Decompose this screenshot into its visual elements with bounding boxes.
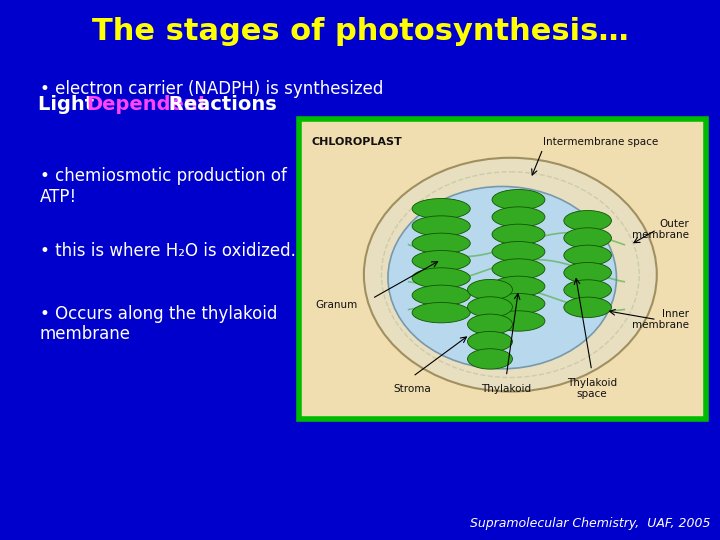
Text: Granum: Granum: [315, 300, 357, 309]
Text: Supramolecular Chemistry,  UAF, 2005: Supramolecular Chemistry, UAF, 2005: [469, 517, 710, 530]
Ellipse shape: [492, 311, 545, 331]
Ellipse shape: [492, 293, 545, 314]
Text: Thylakoid
space: Thylakoid space: [567, 378, 617, 400]
Ellipse shape: [412, 199, 470, 219]
Text: Inner
membrane: Inner membrane: [632, 309, 689, 330]
Ellipse shape: [467, 297, 513, 317]
Ellipse shape: [467, 332, 513, 352]
Ellipse shape: [564, 297, 611, 318]
Ellipse shape: [467, 314, 513, 334]
Text: CHLOROPLAST: CHLOROPLAST: [311, 137, 402, 147]
Ellipse shape: [564, 211, 611, 231]
Text: Stroma: Stroma: [394, 383, 431, 394]
Text: • electron carrier (NADPH) is synthesized: • electron carrier (NADPH) is synthesize…: [40, 80, 383, 98]
Text: Reactions: Reactions: [162, 96, 276, 114]
Ellipse shape: [492, 276, 545, 296]
Ellipse shape: [492, 190, 545, 210]
Ellipse shape: [412, 216, 470, 236]
Text: • this is where H₂O is oxidized.: • this is where H₂O is oxidized.: [40, 242, 295, 260]
Ellipse shape: [492, 207, 545, 227]
Text: Dependent: Dependent: [86, 96, 207, 114]
Ellipse shape: [467, 279, 513, 300]
Ellipse shape: [412, 268, 470, 288]
Ellipse shape: [564, 262, 611, 283]
Ellipse shape: [492, 259, 545, 279]
Ellipse shape: [412, 251, 470, 271]
Text: • Occurs along the thylakoid
membrane: • Occurs along the thylakoid membrane: [40, 305, 277, 343]
Ellipse shape: [564, 245, 611, 266]
Ellipse shape: [492, 241, 545, 262]
Ellipse shape: [388, 186, 616, 369]
Text: Outer
membrane: Outer membrane: [632, 219, 689, 240]
Ellipse shape: [412, 285, 470, 306]
Ellipse shape: [564, 228, 611, 248]
Text: Light: Light: [38, 96, 101, 114]
Ellipse shape: [564, 280, 611, 300]
Text: The stages of photosynthesis…: The stages of photosynthesis…: [91, 17, 629, 46]
Ellipse shape: [467, 349, 513, 369]
Ellipse shape: [492, 224, 545, 245]
Ellipse shape: [412, 302, 470, 323]
Bar: [299, 119, 706, 419]
Ellipse shape: [412, 233, 470, 254]
Ellipse shape: [364, 158, 657, 392]
Text: • chemiosmotic production of
ATP!: • chemiosmotic production of ATP!: [40, 167, 287, 206]
Text: Thylakoid: Thylakoid: [481, 383, 531, 394]
Text: Intermembrane space: Intermembrane space: [543, 137, 658, 147]
